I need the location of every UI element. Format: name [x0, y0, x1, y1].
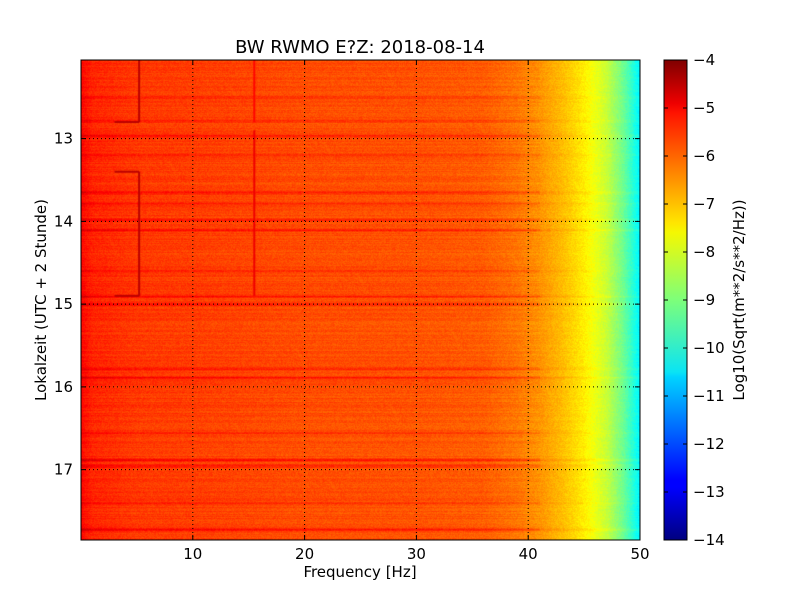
colorbar-tick-label: −6	[693, 147, 715, 165]
heatmap	[81, 60, 640, 540]
y-tick-label: 17	[54, 461, 73, 479]
colorbar: −4 −5 −6 −7 −8 −9 −10 −11 −12 −13 −14 Log10(Sqrt(m…	[663, 51, 748, 549]
colorbar-tick-label: −7	[693, 195, 715, 213]
x-tick-label: 10	[183, 545, 202, 563]
colorbar-tick-label: −13	[693, 483, 725, 501]
y-axis-label: Lokalzeit (UTC + 2 Stunde)	[32, 199, 50, 401]
x-tick-label: 50	[630, 545, 649, 563]
grid-lines	[81, 60, 640, 540]
plot-frame	[80, 59, 641, 541]
colorbar-tick-label: −9	[693, 291, 715, 309]
colorbar-tick-label: −5	[693, 99, 715, 117]
x-tick-label: 40	[519, 545, 538, 563]
x-axis-label: Frequency [Hz]	[303, 563, 416, 581]
y-tick-label: 15	[54, 295, 73, 313]
x-axis: 10 20 30 40 50	[183, 60, 650, 563]
colorbar-ticks: −4 −5 −6 −7 −8 −9 −10 −11 −12 −13 −14	[664, 51, 725, 549]
colorbar-tick-label: −11	[693, 387, 725, 405]
chart-title: BW RWMO E?Z: 2018-08-14	[235, 37, 485, 58]
y-tick-label: 13	[54, 130, 73, 148]
colorbar-tick-label: −8	[693, 243, 715, 261]
colorbar-tick-label: −12	[693, 435, 725, 453]
x-tick-label: 20	[295, 545, 314, 563]
y-tick-label: 14	[54, 212, 73, 230]
x-tick-label: 30	[407, 545, 426, 563]
y-axis: 13 14 15 16 17	[54, 130, 640, 479]
colorbar-tick-label: −14	[693, 531, 725, 549]
y-tick-label: 16	[54, 378, 73, 396]
colorbar-tick-label: −4	[693, 51, 715, 69]
colorbar-label: Log10(Sqrt(m**2/s**2/Hz))	[730, 199, 748, 400]
heatmap-image	[81, 60, 640, 540]
colorbar-tick-label: −10	[693, 339, 725, 357]
